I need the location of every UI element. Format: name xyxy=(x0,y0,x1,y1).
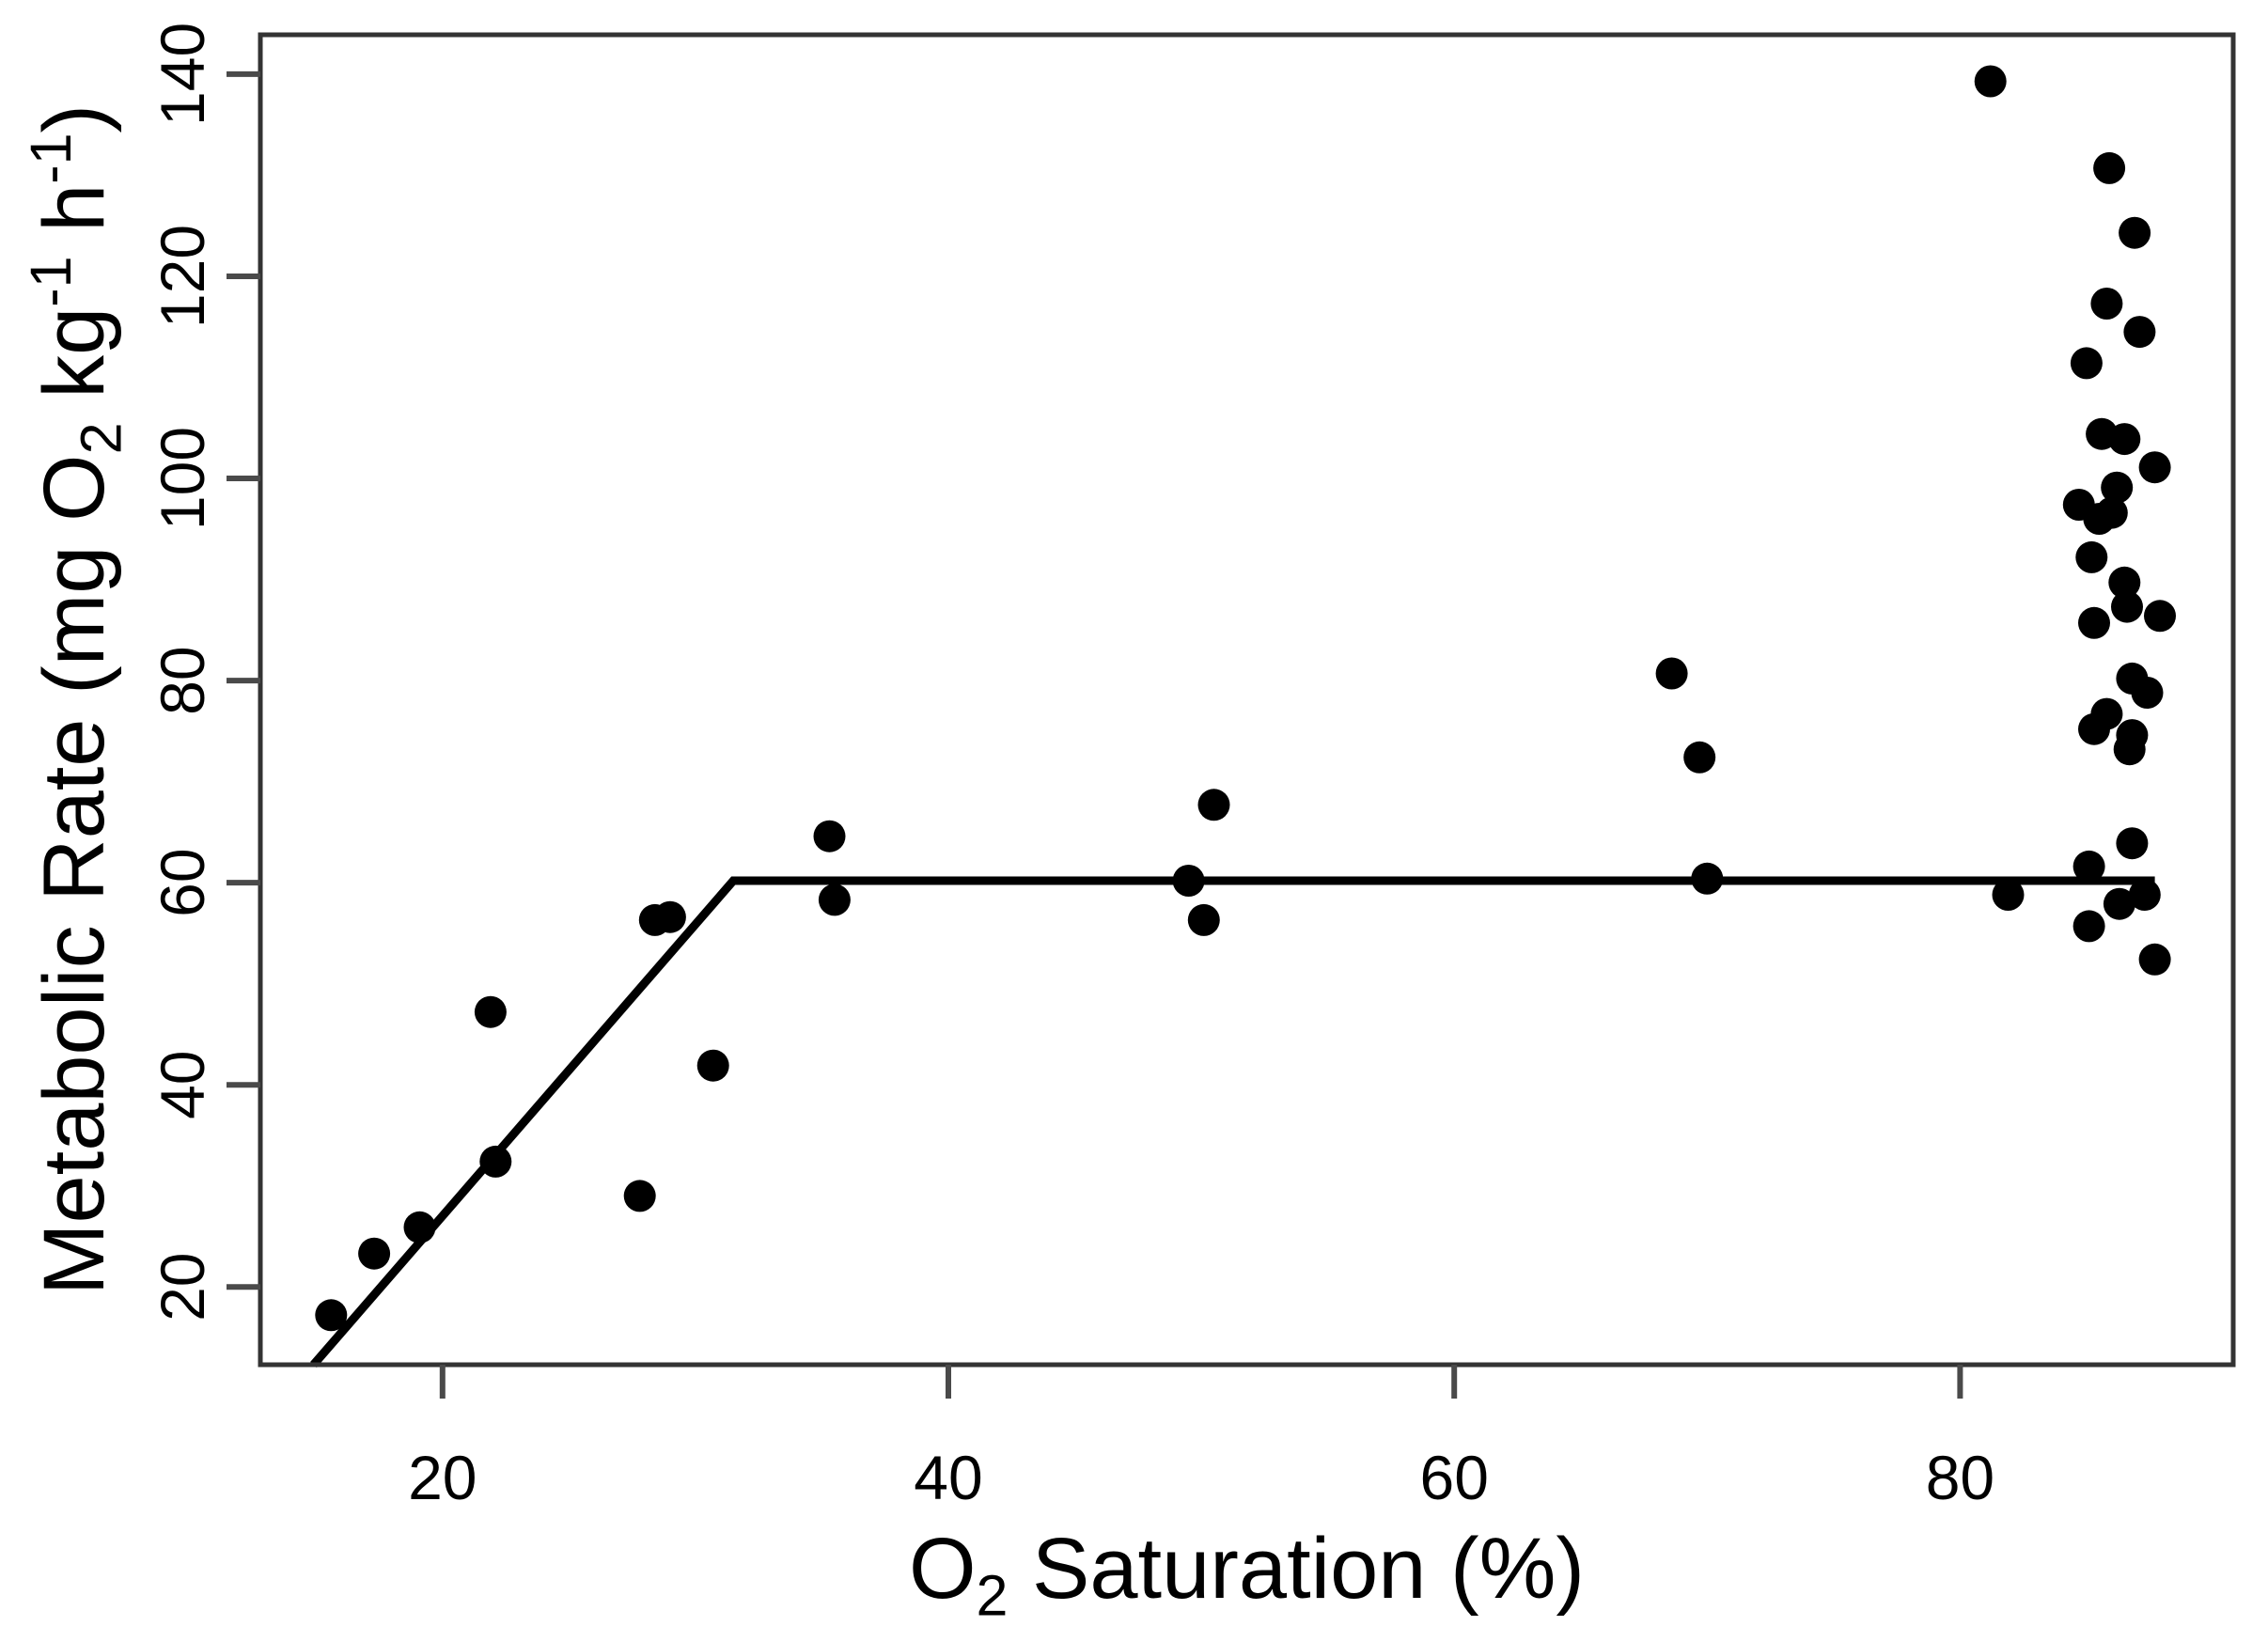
y-axis-tick-label: 80 xyxy=(148,646,217,714)
y-axis-tick-label: 40 xyxy=(148,1050,217,1118)
y-axis-tick-label: 100 xyxy=(148,427,217,530)
data-point xyxy=(2075,540,2108,573)
data-point xyxy=(1655,657,1688,690)
data-point xyxy=(2138,943,2171,976)
data-point xyxy=(1187,903,1220,936)
data-point xyxy=(2123,316,2156,349)
fit-line xyxy=(310,876,2155,1368)
data-point xyxy=(2103,887,2135,920)
data-point xyxy=(1197,789,1230,821)
data-point xyxy=(1992,879,2025,911)
data-point xyxy=(2078,712,2110,745)
data-point xyxy=(2090,288,2123,320)
data-point xyxy=(1974,65,2007,98)
data-point xyxy=(2131,677,2164,709)
data-point xyxy=(623,1180,656,1212)
data-point xyxy=(2119,216,2151,249)
data-point xyxy=(653,900,686,933)
y-axis-title: Metabolic Rate (mg O2 kg-1 h-1) xyxy=(19,104,133,1295)
data-point xyxy=(813,820,846,852)
data-point xyxy=(2072,910,2105,943)
data-point xyxy=(2144,600,2176,633)
data-point xyxy=(2108,423,2141,456)
data-point xyxy=(2070,347,2103,380)
x-axis-tick-label: 40 xyxy=(914,1443,982,1512)
y-axis-tick-label: 140 xyxy=(148,23,217,126)
x-axis-tick-label: 80 xyxy=(1926,1443,1994,1512)
data-point xyxy=(2113,733,2146,766)
data-point xyxy=(2116,827,2149,860)
x-axis-tick-label: 20 xyxy=(408,1443,477,1512)
data-point xyxy=(2111,590,2143,623)
data-point xyxy=(696,1049,729,1082)
data-point xyxy=(2128,879,2161,911)
data-point xyxy=(1683,741,1716,774)
data-point xyxy=(2138,451,2171,484)
plot-frame xyxy=(258,32,2236,1368)
y-axis-tick-label: 60 xyxy=(148,848,217,916)
data-point xyxy=(818,884,851,916)
data-point xyxy=(2101,471,2134,504)
x-axis-tick-label: 60 xyxy=(1419,1443,1488,1512)
data-point xyxy=(2083,503,2116,535)
data-point xyxy=(2108,566,2141,599)
y-axis-tick-label: 20 xyxy=(148,1252,217,1321)
y-axis-tick-label: 120 xyxy=(148,225,217,328)
data-point xyxy=(474,995,507,1028)
data-point xyxy=(2078,606,2110,639)
data-point xyxy=(2072,850,2105,883)
data-point xyxy=(2093,151,2126,184)
data-point xyxy=(358,1237,391,1270)
data-point xyxy=(315,1299,348,1332)
x-axis-title: O2 Saturation (%) xyxy=(909,1521,1585,1627)
